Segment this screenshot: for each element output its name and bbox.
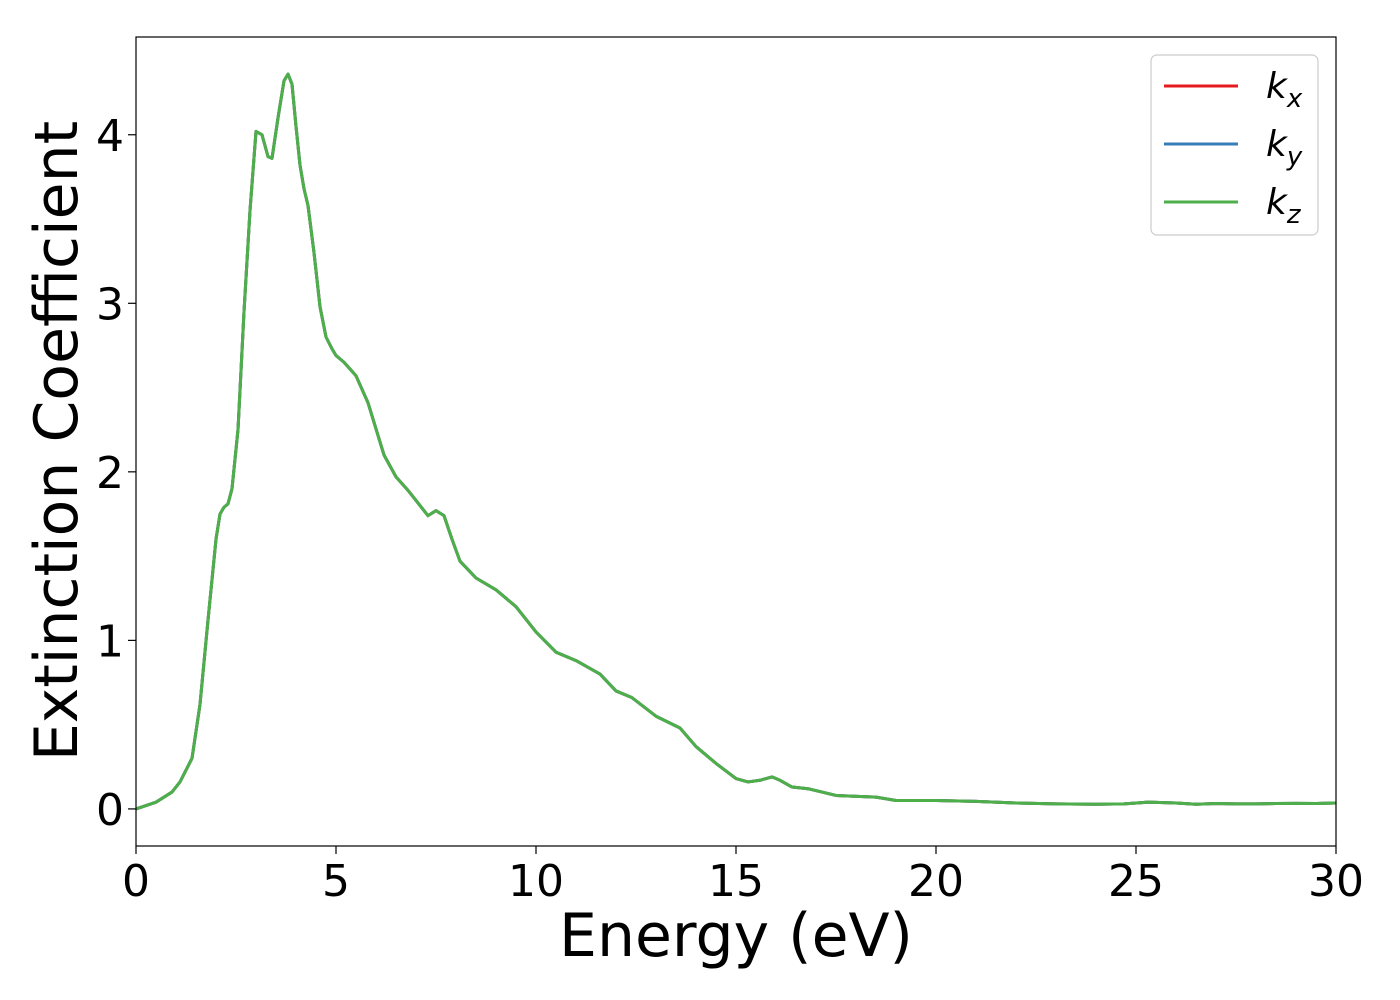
x-tick-label: 5	[322, 856, 350, 907]
y-tick-label: 2	[96, 448, 124, 499]
x-axis-title: Energy (eV)	[559, 901, 913, 971]
series-line-k-z	[136, 72, 1336, 811]
legend-label-k-z: kz	[1266, 182, 1302, 230]
series-layer	[136, 72, 1336, 811]
legend-label-k-y: ky	[1266, 124, 1303, 172]
y-axis: 0 1 2 3 4	[96, 111, 136, 836]
x-tick-label: 25	[1108, 856, 1164, 907]
y-tick-label: 1	[96, 616, 124, 667]
legend-label-main: k	[1266, 66, 1289, 107]
x-tick-label: 0	[122, 856, 150, 907]
legend-label-k-x: kx	[1266, 66, 1303, 114]
legend-label-main: k	[1266, 124, 1289, 165]
y-tick-label: 4	[96, 111, 124, 162]
x-tick-label: 15	[708, 856, 764, 907]
x-axis: 0 5 10 15 20 25 30	[122, 846, 1364, 907]
legend-label-subscript: y	[1286, 142, 1303, 172]
x-tick-label: 10	[508, 856, 564, 907]
legend-label-subscript: z	[1286, 200, 1302, 230]
legend-label-subscript: x	[1286, 84, 1303, 114]
x-tick-label: 20	[908, 856, 964, 907]
y-tick-label: 3	[96, 279, 124, 330]
y-tick-label: 0	[96, 785, 124, 836]
x-tick-label: 30	[1308, 856, 1364, 907]
legend-label-main: k	[1266, 182, 1289, 223]
y-axis-title: Extinction Coefficient	[22, 121, 92, 761]
